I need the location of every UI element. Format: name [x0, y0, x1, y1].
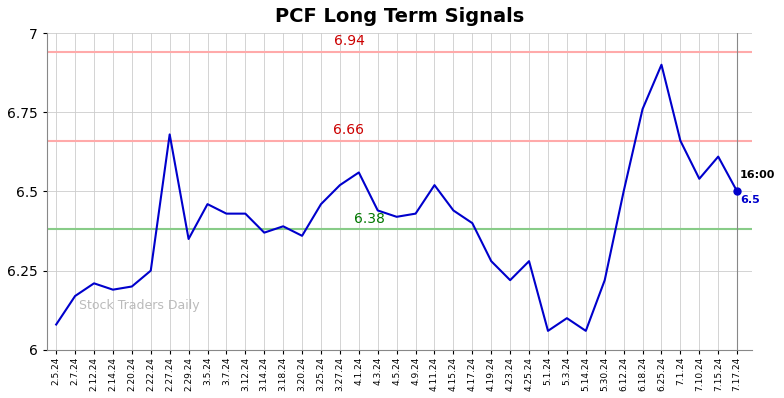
Text: 6.66: 6.66 — [333, 123, 365, 137]
Title: PCF Long Term Signals: PCF Long Term Signals — [275, 7, 524, 26]
Text: 6.5: 6.5 — [740, 195, 760, 205]
Text: 6.38: 6.38 — [354, 212, 385, 226]
Text: Stock Traders Daily: Stock Traders Daily — [79, 299, 200, 312]
Text: 6.94: 6.94 — [333, 34, 365, 48]
Text: 16:00: 16:00 — [740, 170, 775, 180]
